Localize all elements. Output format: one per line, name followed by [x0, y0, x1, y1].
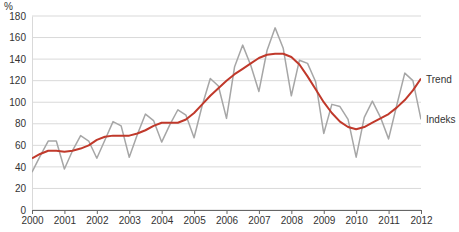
y-tick-label: 60	[15, 140, 27, 151]
x-tick-label: 2003	[119, 215, 142, 226]
x-tick: 2010	[346, 210, 369, 226]
y-tick-label: 180	[9, 11, 26, 22]
x-tick-label: 2011	[378, 215, 400, 226]
y-tick: 120	[9, 75, 32, 86]
x-tick-mark	[162, 210, 163, 214]
x-tick-label: 2006	[216, 215, 239, 226]
series-line	[32, 28, 421, 172]
x-tick: 2009	[313, 210, 336, 226]
y-tick-label: 40	[15, 162, 27, 173]
y-tick: 160	[9, 32, 32, 43]
grid-line	[32, 59, 421, 60]
x-tick-mark	[97, 210, 98, 214]
x-tick-label: 2008	[281, 215, 304, 226]
x-tick-label: 2007	[248, 215, 271, 226]
y-axis: 0 20 40 60 80 100 120 140 160 180	[9, 11, 32, 216]
y-tick-label: 140	[9, 54, 26, 65]
x-tick: 2008	[281, 210, 304, 226]
x-tick: 2007	[248, 210, 271, 226]
grid-line	[32, 102, 421, 103]
x-tick-label: 2004	[151, 215, 174, 226]
y-tick: 140	[9, 54, 32, 65]
legend: Indeks Trend	[426, 74, 455, 126]
y-tick: 100	[9, 97, 32, 108]
x-tick-mark	[129, 210, 130, 214]
y-tick: 80	[15, 118, 32, 129]
y-tick: 40	[15, 162, 32, 173]
series-line	[32, 54, 421, 159]
x-tick: 2005	[183, 210, 206, 226]
x-tick-mark	[291, 210, 292, 214]
x-tick-mark	[227, 210, 228, 214]
x-tick-label: 2002	[86, 215, 109, 226]
y-tick-label: 20	[15, 183, 27, 194]
x-tick-label: 2001	[54, 215, 77, 226]
x-tick-mark	[194, 210, 195, 214]
chart: 0 20 40 60 80 100 120 140 160 180 2000 2001 2002 2003…	[0, 0, 459, 232]
x-tick-label: 2012	[410, 215, 433, 226]
x-tick: 2003	[119, 210, 142, 226]
x-tick-mark	[32, 210, 33, 214]
x-tick-mark	[64, 210, 65, 214]
x-tick: 2002	[86, 210, 109, 226]
grid-line	[32, 37, 421, 38]
grid	[32, 16, 421, 210]
x-axis: 2000 2001 2002 2003 2004 2005 2006 2007 2008 2009…	[21, 210, 433, 226]
x-tick-mark	[324, 210, 325, 214]
grid-line	[32, 166, 421, 167]
x-tick: 2006	[216, 210, 239, 226]
x-tick-label: 2000	[21, 215, 44, 226]
x-tick-label: 2005	[183, 215, 206, 226]
x-tick: 2000	[21, 210, 44, 226]
grid-line	[32, 188, 421, 189]
x-tick: 2001	[54, 210, 77, 226]
y-tick-label: 100	[9, 97, 26, 108]
plot: 0 20 40 60 80 100 120 140 160 180 2000 2001 2002 2003…	[9, 11, 433, 226]
y-tick: 60	[15, 140, 32, 151]
y-tick: 0	[20, 205, 32, 216]
x-tick-mark	[259, 210, 260, 214]
x-axis-line	[33, 211, 422, 215]
x-tick-label: 2009	[313, 215, 336, 226]
x-tick-mark	[421, 210, 422, 214]
grid-line	[32, 16, 421, 17]
x-tick-label: 2010	[346, 215, 369, 226]
y-tick-label: 120	[9, 75, 26, 86]
y-axis-line	[32, 17, 33, 211]
x-tick-mark	[356, 210, 357, 214]
y-tick-label: 160	[9, 32, 26, 43]
legend-label: Indeks	[426, 114, 455, 125]
legend-label: Trend	[426, 74, 452, 85]
x-tick: 2012	[410, 210, 433, 226]
x-tick-mark	[389, 210, 390, 214]
y-axis-title: %	[4, 1, 13, 12]
lines	[32, 28, 421, 172]
y-tick-label: 0	[20, 205, 26, 216]
y-tick: 20	[15, 183, 32, 194]
x-tick: 2004	[151, 210, 174, 226]
x-tick: 2011	[378, 210, 400, 226]
y-tick: 180	[9, 11, 32, 22]
y-tick-label: 80	[15, 118, 27, 129]
